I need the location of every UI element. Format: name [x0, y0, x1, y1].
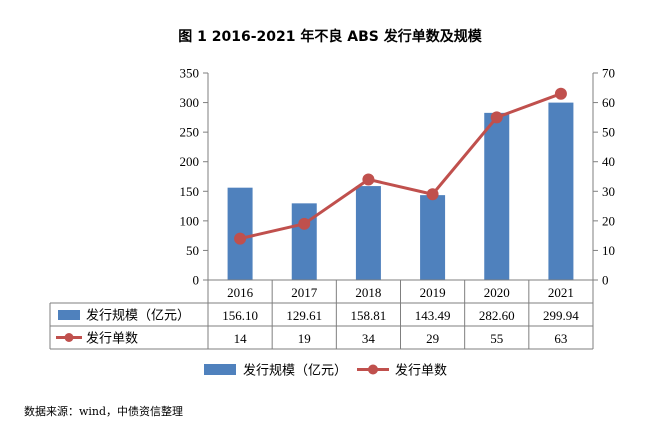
table-bar-value: 129.61	[286, 308, 322, 323]
table-bar-value: 143.49	[415, 308, 451, 323]
table-bar-value: 156.10	[222, 308, 258, 323]
table-line-value: 63	[554, 331, 567, 346]
right-tick-label: 50	[602, 125, 615, 140]
bar-2018	[355, 186, 381, 280]
table-line-series-label: 发行单数	[86, 331, 138, 347]
left-tick-label: 150	[180, 184, 200, 199]
table-bar-legend-key	[58, 310, 80, 320]
plot-area: 0 50 100 150 200 250 300 350 0 10 20 30 40 50 60 70 2016…	[49, 66, 615, 379]
bar-2019	[420, 195, 446, 280]
left-tick-label: 100	[180, 213, 200, 228]
right-tick-label: 60	[602, 95, 615, 110]
line-point-2021	[554, 87, 567, 100]
legend-line-marker	[368, 364, 378, 375]
line-point-2018	[362, 173, 375, 186]
right-tick-label: 70	[602, 66, 615, 81]
table-line-value: 19	[298, 331, 311, 346]
category-label: 2021	[548, 285, 574, 300]
bar-2021	[548, 102, 574, 281]
table-line-legend-marker	[64, 333, 74, 342]
legend-line-label: 发行单数	[395, 363, 447, 379]
category-label: 2018	[355, 285, 381, 300]
table-line-value: 29	[426, 331, 439, 346]
table-bar-series-label: 发行规模（亿元）	[86, 308, 190, 324]
bar-2020	[484, 112, 510, 280]
category-label: 2017	[291, 285, 318, 300]
right-tick-label: 30	[602, 184, 615, 199]
table-bar-value: 282.60	[479, 308, 515, 323]
category-label: 2020	[484, 285, 510, 300]
line-series-path	[239, 92, 562, 241]
source-note: 数据来源：wind，中债资信整理	[24, 405, 184, 418]
chart-title: 图 1 2016-2021 年不良 ABS 发行单数及规模	[178, 28, 482, 45]
table-line-value: 55	[490, 331, 503, 346]
line-point-2020	[490, 111, 503, 124]
table-line-value: 14	[234, 331, 248, 346]
bar-2017	[291, 203, 317, 280]
left-tick-label: 200	[180, 154, 200, 169]
category-label: 2019	[420, 285, 446, 300]
right-tick-label: 0	[602, 273, 609, 288]
line-point-2016	[234, 232, 247, 245]
left-tick-label: 250	[180, 125, 200, 140]
legend-bar-label: 发行规模（亿元）	[243, 363, 347, 379]
line-point-2017	[298, 217, 311, 230]
left-tick-label: 300	[180, 95, 200, 110]
legend-bar-key	[204, 364, 236, 375]
table-bar-value: 299.94	[543, 308, 579, 323]
category-label: 2016	[227, 285, 254, 300]
left-tick-label: 350	[180, 66, 200, 81]
left-tick-label: 50	[186, 243, 199, 258]
right-tick-label: 10	[602, 243, 615, 258]
table-bar-value: 158.81	[351, 308, 387, 323]
right-tick-label: 20	[602, 213, 615, 228]
right-tick-label: 40	[602, 154, 615, 169]
line-point-2019	[426, 188, 439, 201]
table-line-value: 34	[362, 331, 376, 346]
left-tick-label: 0	[193, 273, 200, 288]
